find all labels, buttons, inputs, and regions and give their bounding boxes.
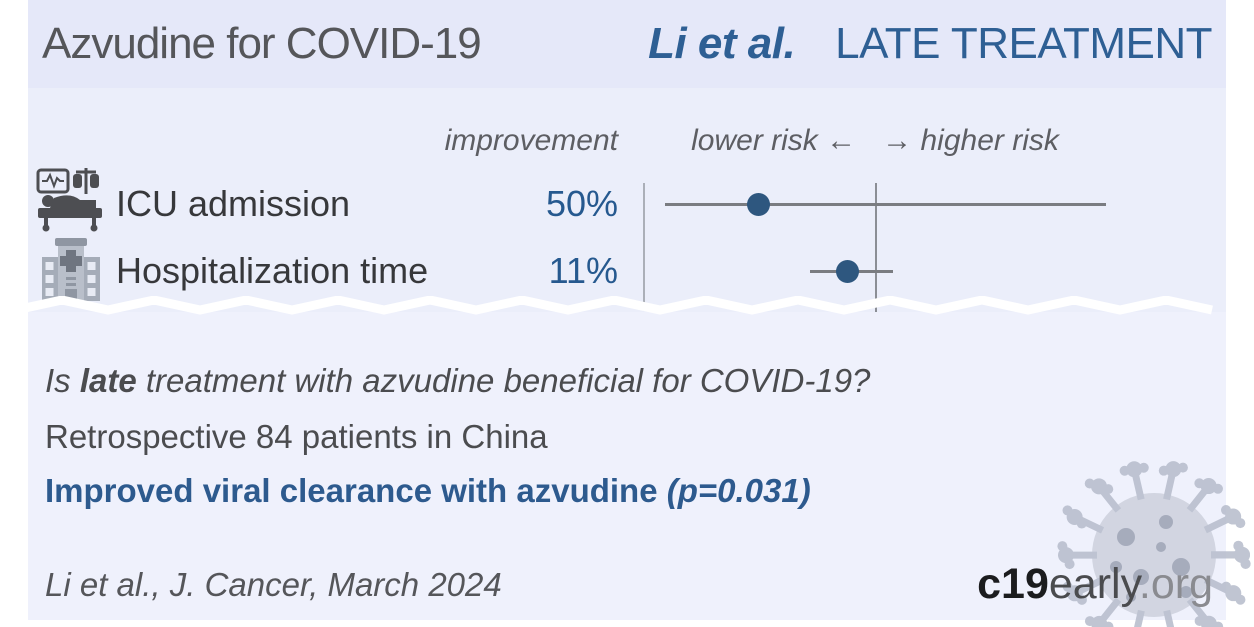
outcome-label-hospitalization: Hospitalization time: [116, 250, 429, 291]
p-value: (p=0.031): [666, 472, 811, 509]
forest-chart-section: [28, 88, 1226, 312]
point-estimate-dot: [836, 260, 859, 283]
improvement-value-hospitalization: 11%: [548, 250, 618, 291]
study-population: Retrospective 84 patients in China: [45, 418, 548, 455]
left-arrow-icon: ←: [826, 124, 857, 157]
study-card: Azvudine for COVID-19 Li et al. LATE TRE…: [28, 0, 1226, 620]
improvement-column-header: improvement: [444, 124, 618, 157]
plot-left-axis-line: [643, 183, 645, 311]
improvement-value-icu: 50%: [545, 183, 618, 224]
page-title: Azvudine for COVID-19: [42, 19, 482, 68]
study-finding: Improved viral clearance with azvudine (…: [45, 472, 811, 509]
study-author: Li et al.: [648, 19, 796, 68]
summary-section: [28, 312, 1226, 620]
study-question: Is late treatment with azvudine benefici…: [45, 362, 871, 399]
icu-bed-icon: [36, 168, 102, 232]
right-arrow-icon: →: [882, 124, 913, 157]
coronavirus-watermark-icon: [1057, 461, 1251, 627]
wave-separator: [28, 296, 1213, 315]
confidence-interval-line: [665, 203, 1106, 206]
outcome-label-icu: ICU admission: [116, 183, 351, 224]
higher-risk-label: higher risk: [920, 124, 1059, 157]
point-estimate-dot: [747, 193, 770, 216]
citation: Li et al., J. Cancer, March 2024: [45, 566, 502, 603]
risk-axis-header: lower risk ← → higher risk: [691, 124, 1059, 158]
header-band: Azvudine for COVID-19 Li et al. LATE TRE…: [28, 0, 1226, 88]
treatment-stage-label: LATE TREATMENT: [835, 19, 1212, 68]
lower-risk-label: lower risk: [691, 124, 818, 157]
c19early-logo: c19early.org: [977, 560, 1213, 608]
reference-line: [875, 183, 877, 312]
hospital-building-icon: [42, 238, 100, 301]
forest-plot: [643, 183, 1226, 313]
